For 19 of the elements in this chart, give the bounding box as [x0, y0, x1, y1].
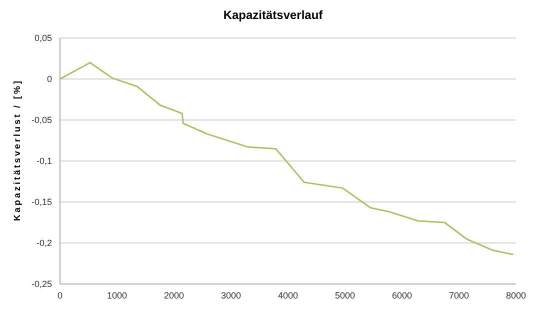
y-tick-label: 0 [46, 74, 52, 84]
chart-title: Kapazitätsverlauf [222, 8, 324, 24]
x-tick-label: 4000 [278, 290, 298, 300]
y-tick-label: -0,05 [31, 115, 52, 126]
x-tick-label: 0 [57, 290, 63, 300]
x-tick-label: 5000 [334, 290, 356, 300]
x-tick-label: 6000 [392, 290, 412, 300]
y-tick-label: -0,15 [31, 197, 52, 208]
y-tick-label: -0,25 [31, 279, 52, 290]
x-tick-label: 1000 [106, 290, 128, 300]
x-tick-label: 8000 [506, 290, 526, 300]
y-axis-title: Kapazitätsverlust / [%] [12, 78, 22, 222]
y-tick-label: 0,05 [34, 33, 52, 44]
y-tick-label: -0,2 [36, 238, 52, 248]
x-tick-label: 3000 [220, 290, 242, 300]
y-tick-label: -0,1 [36, 156, 52, 166]
x-tick-label: 2000 [164, 290, 184, 300]
line-series [60, 62, 514, 256]
x-tick-label: 7000 [448, 290, 470, 300]
